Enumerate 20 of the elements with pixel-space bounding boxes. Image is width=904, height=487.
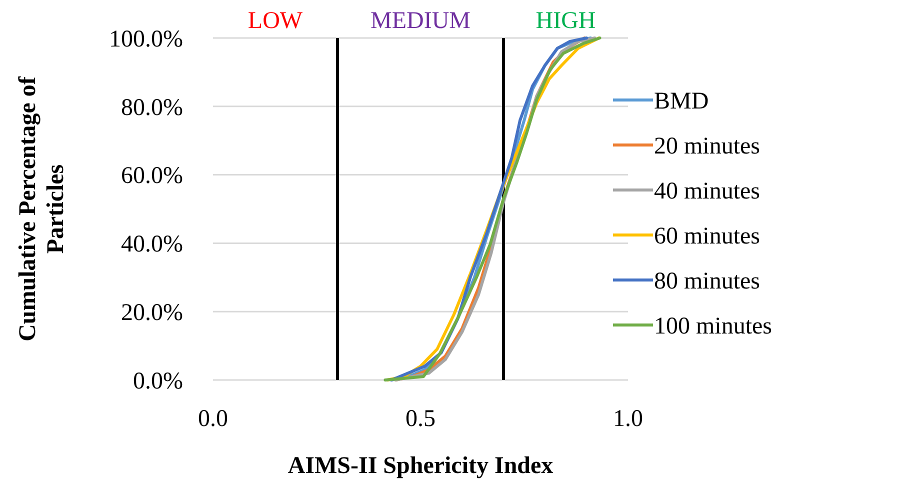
legend-label: BMD (654, 88, 709, 114)
y-tick-label: 60.0% (121, 163, 183, 190)
y-axis-title: Cumulative Percentage of Particles (15, 76, 69, 342)
legend-label: 80 minutes (654, 268, 760, 294)
legend-label: 60 minutes (654, 223, 760, 250)
legend-label: 40 minutes (654, 178, 760, 204)
y-tick-label: 40.0% (121, 232, 183, 258)
y-tick-label: 80.0% (121, 94, 183, 121)
legend-label: 20 minutes (654, 133, 760, 160)
x-tick-label: 1.0 (613, 406, 643, 432)
x-axis-title: AIMS-II Sphericity Index (288, 453, 554, 479)
x-tick-label: 0.0 (198, 406, 228, 432)
legend-label: 100 minutes (654, 313, 772, 340)
y-tick-label: 20.0% (121, 300, 183, 326)
y-tick-label: 0.0% (133, 368, 183, 394)
x-tick-label: 0.5 (406, 406, 436, 432)
y-tick-label: 100.0% (109, 26, 183, 52)
text: MEDIUM (370, 8, 470, 34)
text: HIGH (536, 8, 596, 34)
text: LOW (248, 8, 303, 34)
